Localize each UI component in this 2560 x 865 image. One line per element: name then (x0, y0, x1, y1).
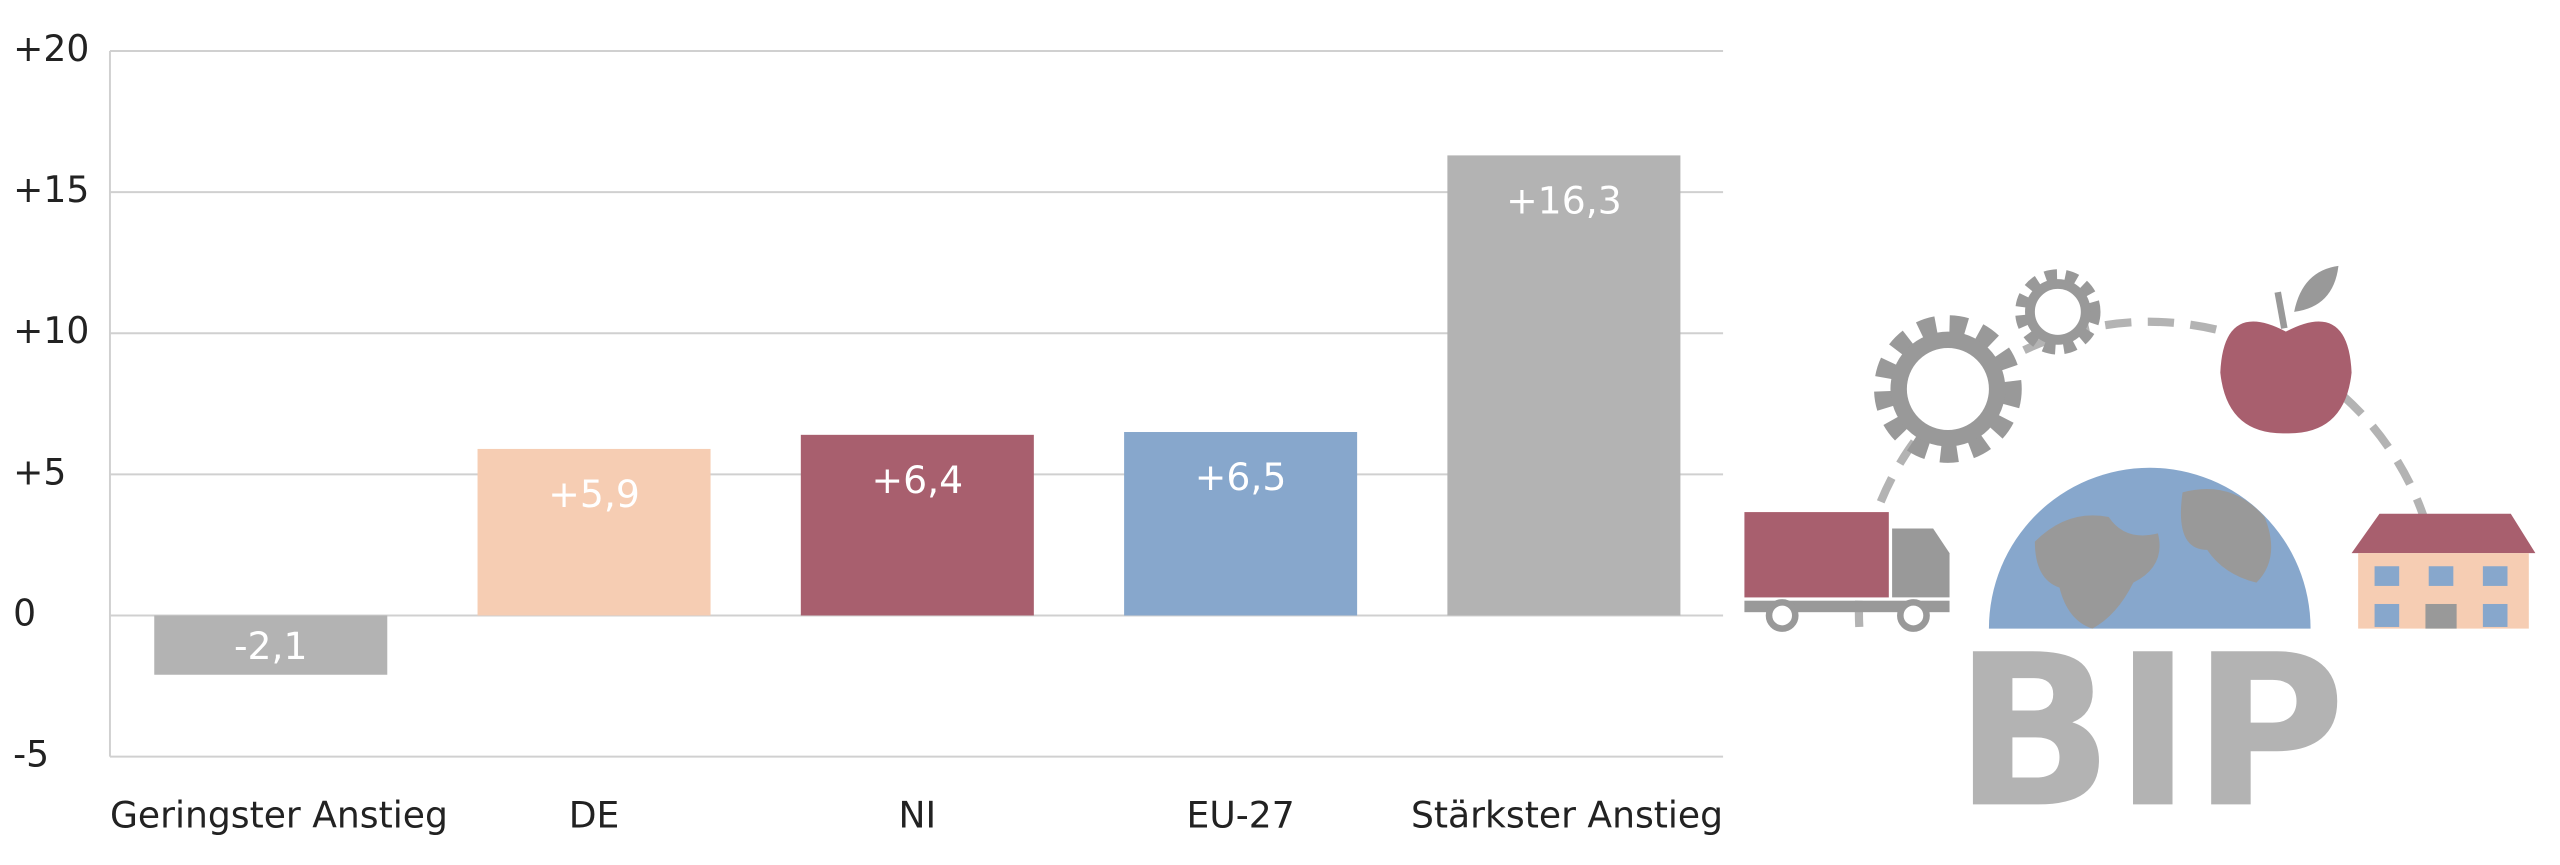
apple (2220, 321, 2352, 434)
bar (477, 448, 711, 616)
y-tick-label: -5 (13, 733, 49, 776)
truck-box (1744, 512, 1889, 598)
door (2425, 603, 2457, 629)
x-tick-label: DE (569, 793, 620, 836)
y-tick-label: 0 (13, 591, 36, 634)
x-tick-label: EU-27 (1187, 793, 1295, 836)
x-tick-label: NI (899, 793, 937, 836)
y-tick-label: +20 (13, 27, 89, 70)
gear (1890, 331, 2006, 447)
illustration-label: BIP (1954, 609, 2346, 854)
gear-teeth (1874, 315, 2022, 463)
window (2374, 603, 2400, 627)
truck-cab (1892, 528, 1950, 598)
x-tick-label: Stärkster Anstieg (1411, 793, 1723, 836)
roof (2351, 513, 2536, 554)
value-label: +6,5 (1195, 455, 1287, 499)
y-tick-label: +10 (13, 309, 89, 352)
apple-leaf (2294, 265, 2339, 312)
y-tick-label: +15 (13, 168, 89, 211)
value-label: +16,3 (1506, 178, 1622, 222)
value-label: +6,4 (872, 458, 964, 502)
continents (2034, 489, 2272, 629)
bar (800, 434, 1034, 616)
x-tick-label: Geringster Anstieg (110, 793, 448, 836)
bar (1447, 155, 1681, 616)
value-label: -2,1 (234, 624, 308, 668)
y-tick-label: +5 (13, 450, 66, 493)
window (2428, 566, 2454, 586)
truck-base (1744, 600, 1950, 613)
value-label: +5,9 (548, 472, 640, 516)
window (2482, 603, 2508, 627)
bar (154, 615, 388, 675)
bar (1124, 432, 1358, 616)
dashed-arc (1854, 317, 2430, 628)
wheel (1765, 599, 1799, 632)
apple-stem (2274, 291, 2288, 329)
gear (2025, 279, 2091, 345)
illustration: BIP (1744, 265, 2536, 854)
wheel (1897, 599, 1930, 632)
window (2374, 566, 2400, 586)
window (2482, 566, 2508, 586)
gear-teeth (2015, 269, 2101, 355)
